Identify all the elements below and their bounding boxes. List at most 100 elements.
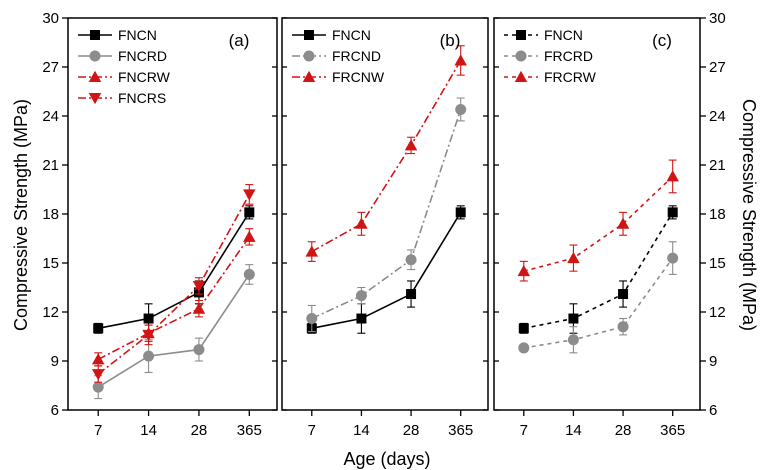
panels-layer: 6 9 12 15 18 21 24 27 30 7 14 28 365 FNCN FNCRD FNCRW FN… (42, 10, 725, 439)
data-point (567, 251, 580, 264)
legend-entry-fncrd: FNCRD (118, 48, 167, 64)
data-point (192, 280, 206, 293)
x-tick-label: 28 (191, 422, 208, 439)
x-tick-label: 365 (660, 422, 685, 439)
y-tick-label-left: 24 (42, 108, 59, 125)
data-point (143, 350, 155, 362)
series-fncrs (91, 184, 256, 383)
data-point (667, 207, 678, 218)
series-frcrw (517, 159, 679, 282)
series-fncn (93, 205, 255, 334)
y-tick-label-left: 21 (42, 157, 59, 174)
series-frcrd (518, 241, 679, 354)
data-point (244, 207, 255, 218)
y-tick-label-right: 24 (709, 108, 726, 125)
data-point (455, 103, 467, 115)
data-point (91, 353, 105, 365)
data-point (243, 268, 255, 280)
legend-entry-fncrs: FNCRS (118, 90, 166, 106)
x-tick-label: 7 (308, 422, 316, 439)
y-tick-label-right: 18 (709, 206, 726, 223)
x-tick-label: 28 (403, 422, 420, 439)
x-tick-label: 365 (448, 422, 473, 439)
panel-2: 7 14 28 365 FNCN FRCND FRCNW (b) (281, 17, 489, 439)
data-point (616, 217, 630, 229)
y-tick-label-right: 27 (709, 59, 726, 76)
data-point (567, 334, 579, 346)
data-point (356, 313, 367, 324)
series-line (97, 236, 250, 361)
y-tick-label-left: 27 (42, 59, 59, 76)
series-line (97, 194, 251, 375)
x-tick-label: 7 (94, 422, 102, 439)
panel-label: (b) (440, 31, 461, 50)
data-point (305, 245, 319, 257)
legend-marker (514, 70, 528, 82)
y-tick-label-left: 15 (42, 255, 59, 272)
x-tick-label: 14 (353, 422, 370, 439)
data-point (518, 342, 530, 354)
series-line (98, 211, 250, 330)
data-point (143, 313, 154, 324)
y-axis-title-right: Compressive Strength (MPa) (739, 99, 759, 331)
legend-marker (515, 50, 527, 62)
data-point (142, 329, 155, 342)
legend-entry-fncn: FNCN (118, 27, 157, 43)
x-tick-label: 28 (615, 422, 632, 439)
data-point (192, 302, 206, 314)
y-tick-label-left: 9 (51, 353, 59, 370)
panel-3: 6 9 12 15 18 21 24 27 30 7 14 28 365 FNCN FRCRD FRCRW (c… (493, 10, 726, 439)
legend-entry-fncrw: FNCRW (118, 69, 171, 85)
panel-label: (c) (652, 31, 672, 50)
y-tick-label-left: 18 (42, 206, 59, 223)
data-point (355, 217, 368, 229)
data-point (455, 207, 466, 218)
legend-marker (88, 70, 102, 82)
y-tick-label-right: 30 (709, 10, 726, 27)
legend-entry-fncn: FNCN (332, 27, 371, 43)
panel-1: 6 9 12 15 18 21 24 27 30 7 14 28 365 FNCN FNCRD FNCRW FN… (42, 10, 278, 439)
y-tick-label-right: 6 (709, 402, 717, 419)
y-tick-label-right: 15 (709, 255, 726, 272)
series-fncn (518, 205, 678, 334)
series-line (97, 273, 250, 388)
y-tick-label-left: 6 (51, 402, 59, 419)
y-tick-label-right: 9 (709, 353, 717, 370)
data-point (243, 230, 256, 242)
data-point (618, 289, 629, 300)
legend-marker (303, 50, 315, 62)
x-tick-label: 14 (565, 422, 582, 439)
data-point (667, 252, 679, 264)
series-line (523, 257, 674, 349)
legend-entry-frcrw: FRCRW (544, 69, 597, 85)
data-point (617, 321, 629, 333)
y-axis-title-left: Compressive Strength (MPa) (11, 99, 31, 331)
data-point (517, 264, 531, 277)
data-point (355, 290, 367, 302)
x-tick-label: 7 (520, 422, 528, 439)
series-line (523, 175, 674, 272)
series-frcnw (305, 45, 467, 262)
y-tick-label-left: 30 (42, 10, 59, 27)
legend-marker (516, 30, 526, 40)
data-point (91, 369, 105, 381)
panel-label: (a) (229, 31, 250, 50)
legend-entry-fncn: FNCN (544, 27, 583, 43)
series-line (311, 109, 462, 320)
series-line (523, 211, 674, 330)
series-fncrw (91, 228, 256, 367)
data-point (518, 323, 529, 334)
data-point (568, 313, 579, 324)
y-tick-label-left: 12 (42, 304, 59, 321)
data-point (93, 323, 104, 334)
data-point (404, 139, 418, 151)
x-tick-label: 365 (237, 422, 262, 439)
legend-marker (88, 93, 102, 105)
legend-marker (89, 50, 101, 62)
data-point (405, 254, 417, 266)
series-fncn (306, 205, 466, 334)
data-point (306, 313, 318, 325)
legend-marker (304, 30, 314, 40)
data-point (92, 381, 104, 393)
x-axis-title: Age (days) (343, 449, 430, 469)
